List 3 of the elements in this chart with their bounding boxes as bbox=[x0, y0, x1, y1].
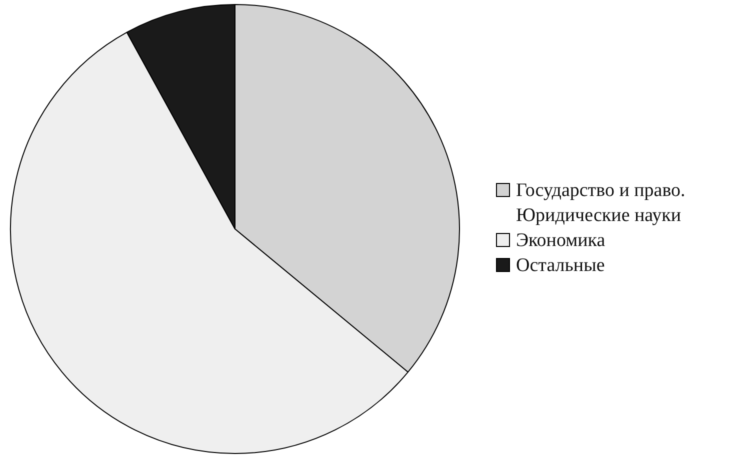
legend-label: Государство и право. Юридические науки bbox=[516, 179, 686, 228]
legend-label: Остальные bbox=[516, 254, 605, 278]
legend-label: Экономика bbox=[516, 229, 606, 253]
